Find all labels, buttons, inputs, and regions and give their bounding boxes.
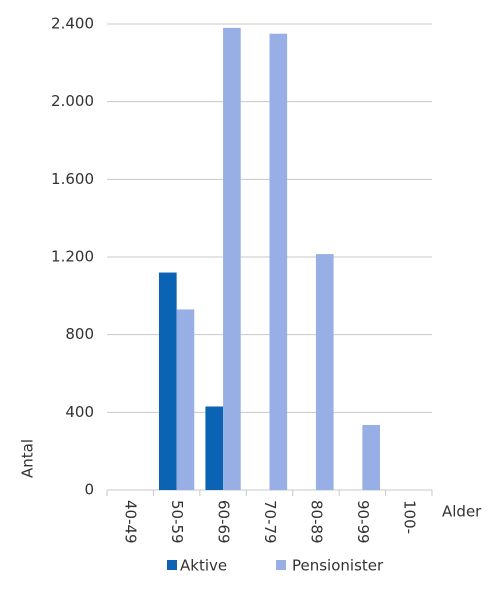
bar — [362, 424, 380, 490]
bar — [269, 33, 288, 490]
legend-swatch — [276, 560, 286, 570]
y-tick-label: 2.000 — [51, 92, 94, 110]
x-axis-label: Alder — [442, 503, 482, 521]
y-tick-label: 1.200 — [51, 248, 94, 266]
x-tick-label: 100- — [400, 500, 418, 534]
legend-label: Aktive — [180, 557, 227, 575]
legend-swatch — [167, 560, 177, 570]
x-tick-label: 40-49 — [122, 500, 140, 544]
x-tick-label: 50-59 — [168, 500, 186, 544]
x-tick-label: 60-69 — [215, 500, 233, 544]
bar — [205, 406, 224, 490]
legend-label: Pensionister — [292, 557, 384, 575]
y-tick-label: 400 — [65, 403, 94, 421]
y-tick-label: 800 — [65, 325, 94, 343]
x-tick-label: 70-79 — [261, 500, 279, 544]
bar — [159, 272, 177, 490]
y-tick-label: 2.400 — [51, 15, 94, 33]
bar — [315, 254, 334, 490]
x-tick-label: 80-89 — [307, 500, 325, 544]
x-tick-label: 90-99 — [354, 500, 372, 544]
y-axis-label: Antal — [19, 439, 37, 478]
bar — [223, 27, 241, 491]
y-tick-label: 1.600 — [51, 170, 94, 188]
bar — [176, 309, 195, 490]
y-tick-label: 0 — [84, 481, 94, 499]
